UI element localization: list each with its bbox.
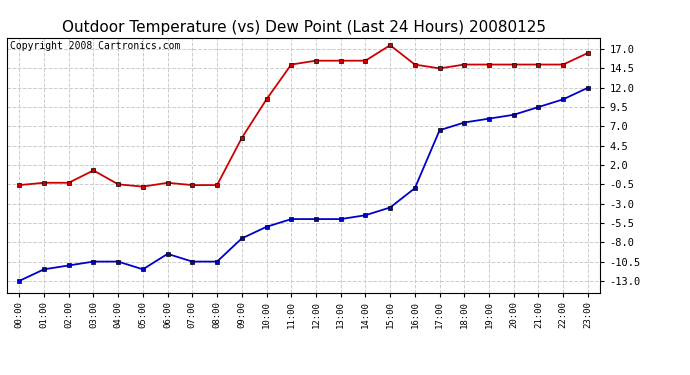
Title: Outdoor Temperature (vs) Dew Point (Last 24 Hours) 20080125: Outdoor Temperature (vs) Dew Point (Last… xyxy=(61,20,546,35)
Text: Copyright 2008 Cartronics.com: Copyright 2008 Cartronics.com xyxy=(10,41,180,51)
